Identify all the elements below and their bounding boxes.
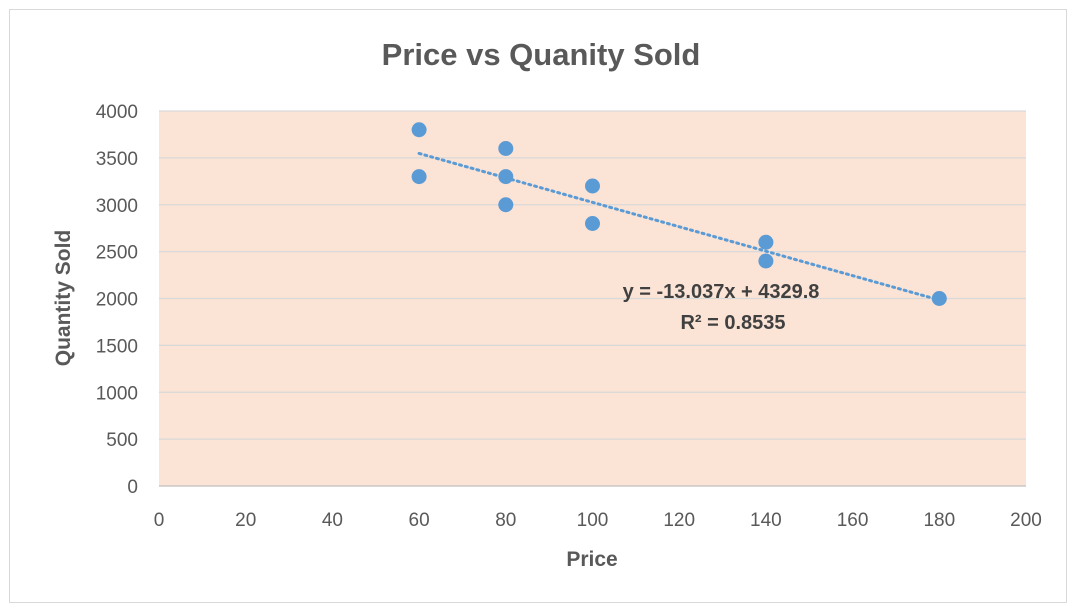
y-tick-label-0: 0	[127, 477, 138, 498]
y-tick-label-1500: 1500	[96, 336, 138, 357]
x-tick-label-200: 200	[1010, 510, 1042, 531]
x-tick-label-100: 100	[577, 510, 609, 531]
x-tick-label-80: 80	[495, 510, 516, 531]
x-tick-label-140: 140	[750, 510, 782, 531]
x-axis-title: Price	[566, 548, 617, 571]
data-point-6	[585, 178, 600, 194]
y-tick-label-2000: 2000	[96, 290, 138, 311]
x-tick-label-60: 60	[409, 510, 430, 531]
x-tick-label-40: 40	[322, 510, 343, 531]
data-point-3	[498, 141, 514, 156]
data-point-9	[758, 253, 774, 269]
x-tick-label-20: 20	[235, 510, 256, 531]
y-tick-label-2500: 2500	[96, 243, 138, 264]
x-tick-label-120: 120	[663, 510, 695, 531]
trendline-r2-label: R² = 0.8535	[680, 312, 785, 334]
chart-title: Price vs Quanity Sold	[382, 37, 701, 72]
y-tick-label-4000: 4000	[96, 102, 138, 123]
x-tick-label-0: 0	[154, 510, 165, 531]
x-tick-label-160: 160	[837, 510, 869, 531]
y-tick-label-500: 500	[106, 430, 138, 451]
y-tick-label-3000: 3000	[96, 196, 138, 217]
data-point-2	[411, 169, 427, 185]
y-tick-label-3500: 3500	[96, 149, 138, 170]
y-tick-label-1000: 1000	[96, 383, 138, 404]
x-tick-label-180: 180	[923, 510, 955, 531]
data-point-5	[498, 197, 514, 213]
data-point-10	[931, 291, 947, 306]
data-point-7	[585, 216, 600, 231]
data-point-8	[758, 234, 774, 250]
y-axis-title: Quantity Sold	[52, 230, 75, 367]
trendline-equation-label: y = -13.037x + 4329.8	[623, 281, 820, 303]
data-point-1	[411, 122, 427, 138]
data-point-4	[498, 169, 514, 185]
